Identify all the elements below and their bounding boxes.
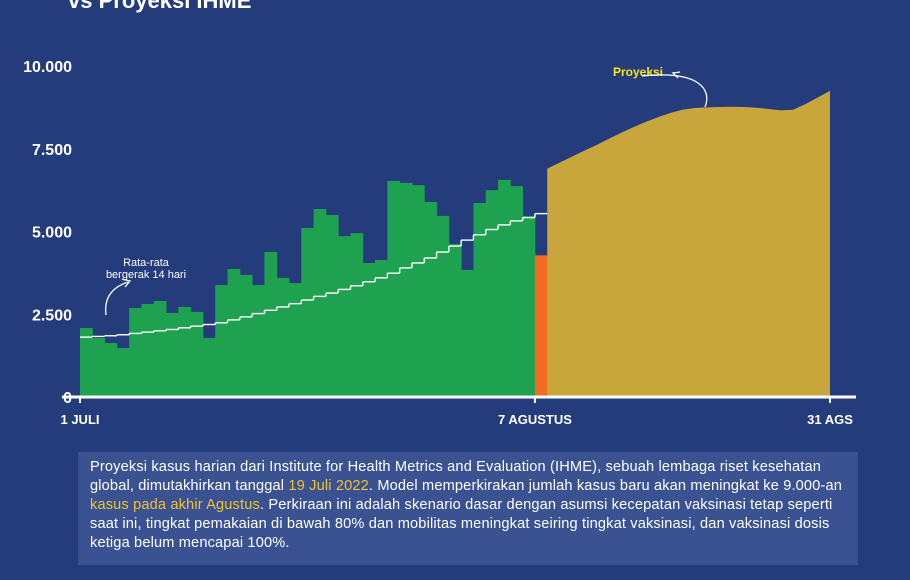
y-tick-label: 10.000 [23,59,72,76]
bar [522,215,536,397]
bar [325,214,339,397]
arrow [641,74,708,108]
bar [510,186,524,397]
x-tick-label: 7 AGUSTUS [498,412,572,427]
bar [375,259,388,397]
projection-area [547,90,830,397]
highlight-text: 19 Juli 2022 [288,478,369,494]
bar [141,303,155,397]
bar [485,190,499,397]
chart-title: vs Proyeksi IHME [68,0,251,13]
bar [338,236,351,397]
legend-label: Proyeksi [613,65,663,79]
bar [166,312,179,397]
bar [498,179,511,397]
bar [436,215,450,397]
arrow [104,281,129,316]
bar [448,244,462,397]
bar [264,252,278,397]
bar [80,327,93,397]
bar [215,285,228,397]
bar [424,202,437,397]
bar [116,348,130,397]
bar [399,182,413,397]
bar [202,338,216,397]
arrow-head [121,278,132,288]
bar [387,180,401,397]
bar [301,227,315,397]
bar [104,343,118,397]
bar [289,283,302,397]
bar [239,274,253,397]
text: Proyeksi kasus harian dari Institute for… [90,459,821,494]
arrow-head [671,71,681,79]
bar [473,203,487,397]
bar [461,269,474,397]
bar [313,208,327,397]
bar [411,185,425,397]
text: . Model memperkirakan jumlah kasus baru … [368,478,843,494]
bar [362,262,376,397]
moving-average-label: Rata-rata bergerak 14 hari [105,257,187,281]
y-tick-label: 2.500 [32,307,72,324]
bar [534,255,548,397]
bar [92,338,105,397]
bar [178,306,192,397]
bar [129,307,142,397]
bar [350,233,364,397]
y-tick-label: 5.000 [32,225,72,242]
highlight-text: kasus pada akhir Agustus [90,497,260,513]
y-tick-label: 7.500 [32,142,72,159]
bar [276,277,290,397]
bar [252,285,265,397]
x-tick-label: 31 AGS [807,412,853,427]
description: Proyeksi kasus harian dari Institute for… [78,452,858,565]
text: . Perkiraan ini adalah skenario dasar de… [90,497,833,551]
bar [190,311,204,397]
bar [153,301,167,397]
x-tick-label: 1 JULI [60,412,99,427]
bar [227,268,241,397]
